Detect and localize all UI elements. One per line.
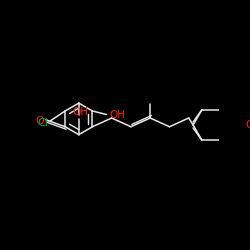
Text: O: O [36, 116, 44, 126]
Text: O: O [246, 120, 250, 130]
Text: OH: OH [72, 107, 88, 117]
Text: Cl: Cl [38, 118, 49, 128]
Text: OH: OH [109, 110, 125, 120]
